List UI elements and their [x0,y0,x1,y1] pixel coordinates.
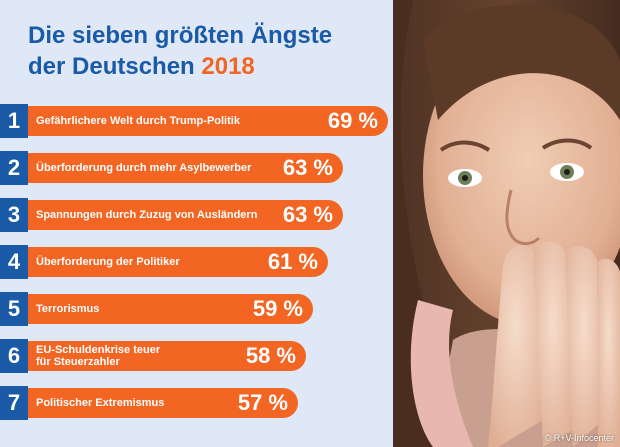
rank-number: 1 [0,104,28,138]
bar-row: 7 Politischer Extremismus 57 % [0,386,393,420]
bar: Überforderung der Politiker 61 % [28,247,328,277]
bar-row: 1 Gefährlichere Welt durch Trump-Politik 6… [0,104,393,138]
rank-number: 6 [0,339,28,373]
bar-value: 63 % [282,202,333,227]
bar: Terrorismus 59 % [28,294,313,324]
bar-label: Gefährlichere Welt durch Trump-Politik [36,115,240,127]
bar: EU-Schuldenkrise teuer für Steuerzahler 5… [28,341,306,371]
bar-label: EU-Schuldenkrise teuer für Steuerzahler [36,344,161,368]
title-line-1: Die sieben größten Ängste [28,22,333,49]
portrait-photo [393,0,620,447]
bar: Politischer Extremismus 57 % [28,388,298,418]
bar-row: 2 Überforderung durch mehr Asylbewerber 63… [0,151,393,185]
bar-value: 58 % [245,343,296,368]
bar-row: 3 Spannungen durch Zuzug von Ausländern 63… [0,198,393,232]
bar-label: Überforderung der Politiker [36,256,180,268]
bar: Überforderung durch mehr Asylbewerber 63 … [28,153,343,183]
bar-list: 1 Gefährlichere Welt durch Trump-Politik 6… [0,104,393,420]
bar-label: Überforderung durch mehr Asylbewerber [36,162,252,174]
rank-number: 4 [0,245,28,279]
bar: Spannungen durch Zuzug von Ausländern 63 … [28,200,343,230]
bar-value: 57 % [237,390,288,415]
bar-row: 5 Terrorismus 59 % [0,292,393,326]
bar-value: 63 % [282,155,333,180]
title-line-2-text: der Deutschen [28,53,195,80]
rank-number: 2 [0,151,28,185]
bar-label: Politischer Extremismus [36,397,165,409]
bar-row: 6 EU-Schuldenkrise teuer für Steuerzahler… [0,339,393,373]
photo-credit: © R+V-Infocenter [544,433,614,443]
bar-value: 59 % [252,296,303,321]
rank-number: 5 [0,292,28,326]
bar-label: Terrorismus [36,303,100,315]
rank-number: 3 [0,198,28,232]
bar-value: 61 % [267,249,318,274]
bar-label: Spannungen durch Zuzug von Ausländern [36,209,258,221]
chart-title: Die sieben größten Ängste der Deutschen … [28,20,388,82]
bar: Gefährlichere Welt durch Trump-Politik 69… [28,106,388,136]
title-year: 2018 [201,53,255,80]
title-line-2: der Deutschen 2018 [28,51,388,82]
bar-row: 4 Überforderung der Politiker 61 % [0,245,393,279]
rank-number: 7 [0,386,28,420]
bar-value: 69 % [327,108,378,133]
